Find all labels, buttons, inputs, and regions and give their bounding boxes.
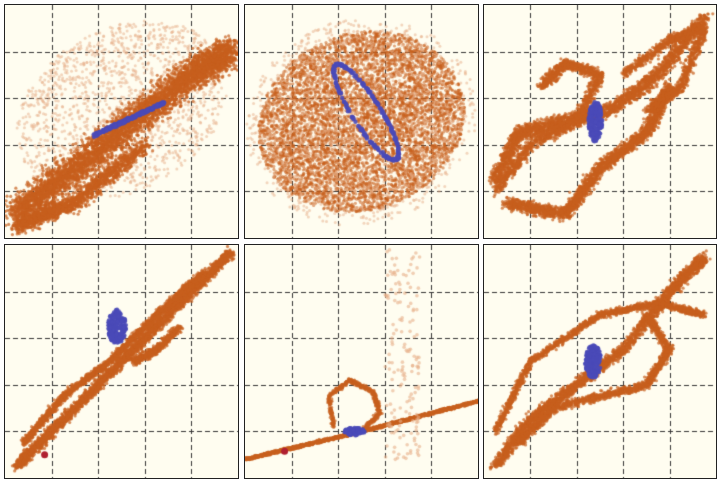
particle-render (245, 5, 478, 238)
particle-render (245, 245, 478, 478)
panel-bottom-right (483, 244, 717, 479)
particle-render (5, 5, 238, 238)
panel-bottom-left (4, 244, 239, 479)
panel-bottom-middle (244, 244, 479, 479)
panel-top-left (4, 4, 239, 239)
panel-top-middle (244, 4, 479, 239)
panel-top-right (483, 4, 717, 239)
particle-render (484, 245, 716, 478)
particle-render (484, 5, 716, 238)
particle-render (5, 245, 238, 478)
